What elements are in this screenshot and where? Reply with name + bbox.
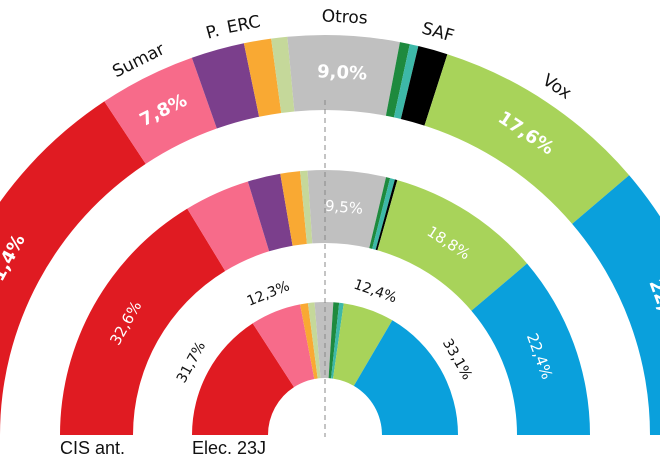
inner-value-label-0: 31,7%: [174, 339, 209, 386]
inner-ring-segment-3: [300, 303, 318, 380]
outer-ring-segment-8: [400, 46, 448, 126]
middle-ring-segment-10: [471, 263, 590, 435]
ring-label-cis-ant: CIS ant.: [60, 438, 126, 458]
outer-ring-segment-1: [104, 57, 217, 164]
inner-ring-segment-9: [333, 303, 393, 386]
middle-ring-segment-0: [60, 208, 226, 435]
inner-value-label-10: 33,1%: [439, 336, 475, 383]
inner-ring-segment-5: [314, 302, 334, 379]
middle-ring-segment-5: [307, 170, 387, 249]
category-label-9: Vox: [539, 70, 575, 103]
middle-ring-segment-2: [247, 173, 293, 252]
outer-ring-segment-9: [424, 54, 630, 224]
outer-ring-segment-2: [191, 43, 260, 129]
middle-ring-segment-1: [187, 181, 270, 271]
inner-ring-segment-6: [328, 302, 340, 379]
outer-ring-segment-3: [243, 38, 282, 117]
middle-ring-segment-7: [372, 178, 395, 250]
inner-value-label-1: 12,3%: [245, 278, 292, 309]
outer-ring-segment-7: [393, 44, 419, 119]
outer-ring-segment-5: [287, 34, 400, 116]
outer-ring-segment-10: [572, 175, 660, 435]
inner-ring-segment-0: [192, 323, 295, 435]
inner-ring-segment-7: [331, 302, 344, 379]
inner-ring-segment-10: [353, 320, 458, 435]
middle-value-label-5: 9,5%: [324, 197, 363, 218]
outer-value-label-5: 9,0%: [317, 61, 368, 84]
outer-ring-segment-0: [0, 101, 146, 435]
ring-label-elec-23j: Elec. 23J: [192, 438, 267, 458]
category-label-2: P.: [204, 21, 222, 44]
middle-ring-segment-6: [369, 177, 391, 249]
inner-ring-segment-4: [307, 302, 321, 379]
middle-ring-segment-8: [375, 179, 398, 251]
inner-value-label-9: 12,4%: [352, 277, 399, 307]
middle-ring-segment-9: [377, 180, 528, 311]
middle-ring-segment-4: [300, 170, 313, 244]
category-label-8: SAF: [419, 18, 456, 46]
category-label-5: Otros: [321, 6, 368, 28]
outer-ring-segment-6: [385, 42, 410, 118]
category-label-3: ERC: [225, 12, 262, 38]
inner-ring-segment-1: [252, 304, 315, 388]
outer-ring-segment-4: [271, 36, 295, 113]
middle-ring-segment-3: [280, 171, 307, 246]
